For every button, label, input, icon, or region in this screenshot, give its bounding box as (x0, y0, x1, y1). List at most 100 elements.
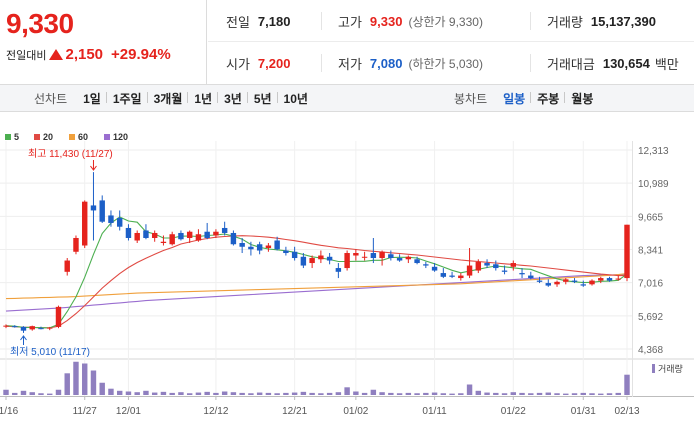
volume-bar (29, 392, 35, 395)
volume-bar (38, 393, 44, 395)
y-tick-label: 8,341 (638, 246, 663, 257)
volume-bar (300, 391, 307, 395)
candle (396, 254, 403, 262)
candle (571, 278, 578, 284)
stat-value: 130,654 (602, 55, 650, 71)
period-10y-button[interactable]: 10년 (276, 90, 314, 107)
y-tick-label: 12,313 (638, 146, 669, 157)
volume-bar (606, 393, 613, 395)
candle-body (598, 278, 604, 281)
stat-value: 7,200 (257, 55, 291, 71)
candle (20, 326, 27, 333)
volume-bar (195, 392, 202, 395)
y-tick-label: 9,665 (638, 212, 663, 223)
volume-bar (510, 392, 517, 395)
volume-bar (239, 392, 245, 395)
up-arrow-icon (49, 49, 64, 60)
candle-body (55, 306, 62, 327)
x-tick-label: 12/21 (282, 406, 307, 417)
candle-body (423, 264, 429, 266)
x-tick-label: 12/12 (203, 406, 228, 417)
candle (510, 260, 517, 271)
period-1y-button[interactable]: 1년 (187, 90, 218, 107)
candle-body (12, 326, 18, 328)
candle (431, 263, 438, 272)
volume-bar (213, 392, 219, 395)
volume-bar (186, 393, 193, 395)
candle (519, 268, 525, 279)
daily-candle-button[interactable]: 일봉 (503, 91, 526, 106)
volume-legend-swatch (652, 364, 655, 373)
period-3m-button[interactable]: 3개월 (146, 90, 189, 107)
candle (318, 250, 324, 264)
stat-label: 거래대금 (547, 56, 595, 72)
candle (528, 271, 534, 280)
candle-body (344, 253, 350, 269)
stat-prev-close: 전일 7,180 (226, 0, 290, 42)
candle (143, 224, 149, 240)
candle-body (309, 258, 315, 264)
volume-bar (475, 390, 482, 395)
candle-body (169, 234, 175, 245)
max-arrow-head-icon (90, 165, 97, 171)
line-chart-periods: 선차트 1일 1주일 3개월 1년 3년 5년 10년 (34, 85, 314, 111)
stat-volume: 거래량 15,137,390 (530, 12, 656, 30)
x-tick-label: 11/16 (0, 406, 19, 417)
candlestick-chart[interactable]: 12,313 10,989 9,665 8,341 7,016 5,692 4,368 11/… (0, 113, 694, 436)
y-tick-label: 5,692 (638, 312, 663, 323)
candle-body (47, 327, 53, 329)
volume-bar (405, 392, 412, 395)
volume-bar (204, 391, 210, 395)
period-5y-button[interactable]: 5년 (246, 90, 278, 107)
ma60-line (5, 273, 628, 300)
volume-bar (309, 392, 315, 395)
candle (116, 210, 123, 231)
volume-bar (274, 393, 280, 395)
candle-body (239, 243, 245, 247)
volume-bar (283, 392, 289, 395)
candle-body (108, 215, 114, 223)
candle (580, 280, 586, 287)
volume-bar (335, 392, 342, 395)
candle (47, 326, 53, 331)
legend-label: 60 (78, 132, 88, 142)
candle (248, 241, 254, 256)
candle-body (230, 232, 237, 245)
candle (449, 271, 455, 279)
volume-bar (55, 389, 62, 395)
candle (64, 258, 70, 276)
stat-sub: (하한가 5,030) (408, 56, 483, 71)
period-1d-button[interactable]: 1일 (83, 91, 101, 106)
max-price-annotation: 최고 11,430 (11/27) (28, 148, 113, 160)
volume-bar (12, 392, 18, 395)
stat-value: 7,180 (257, 13, 291, 29)
candle-body (493, 264, 499, 269)
stats-row-2: 시가 7,200 저가 7,080 (하한가 5,030) 거래대금 130,6… (208, 42, 694, 84)
candle-body (536, 280, 543, 282)
candle-body (134, 232, 140, 241)
candle-body (38, 328, 44, 330)
period-1w-button[interactable]: 1주일 (105, 90, 148, 107)
volume-bar (291, 392, 298, 395)
candle (73, 235, 79, 255)
monthly-candle-button[interactable]: 월봉 (564, 90, 599, 107)
legend-swatch (34, 134, 40, 140)
period-3y-button[interactable]: 3년 (217, 90, 248, 107)
volume-bar (125, 391, 132, 395)
legend-swatch (5, 134, 11, 140)
candle-body (221, 227, 228, 233)
candle (283, 246, 289, 256)
volume-bar (169, 392, 175, 395)
candle-body (335, 268, 342, 272)
stat-high: 고가 9,330 (상한가 9,330) (321, 12, 483, 30)
candle-body (606, 278, 613, 281)
volume-bar (501, 393, 508, 395)
volume-bar (353, 391, 359, 395)
candle (213, 229, 219, 238)
candle (615, 275, 621, 281)
weekly-candle-button[interactable]: 주봉 (530, 90, 565, 107)
volume-bar (545, 392, 551, 395)
candle-body (300, 256, 307, 266)
candle (475, 259, 482, 274)
volume-bar (265, 392, 272, 395)
